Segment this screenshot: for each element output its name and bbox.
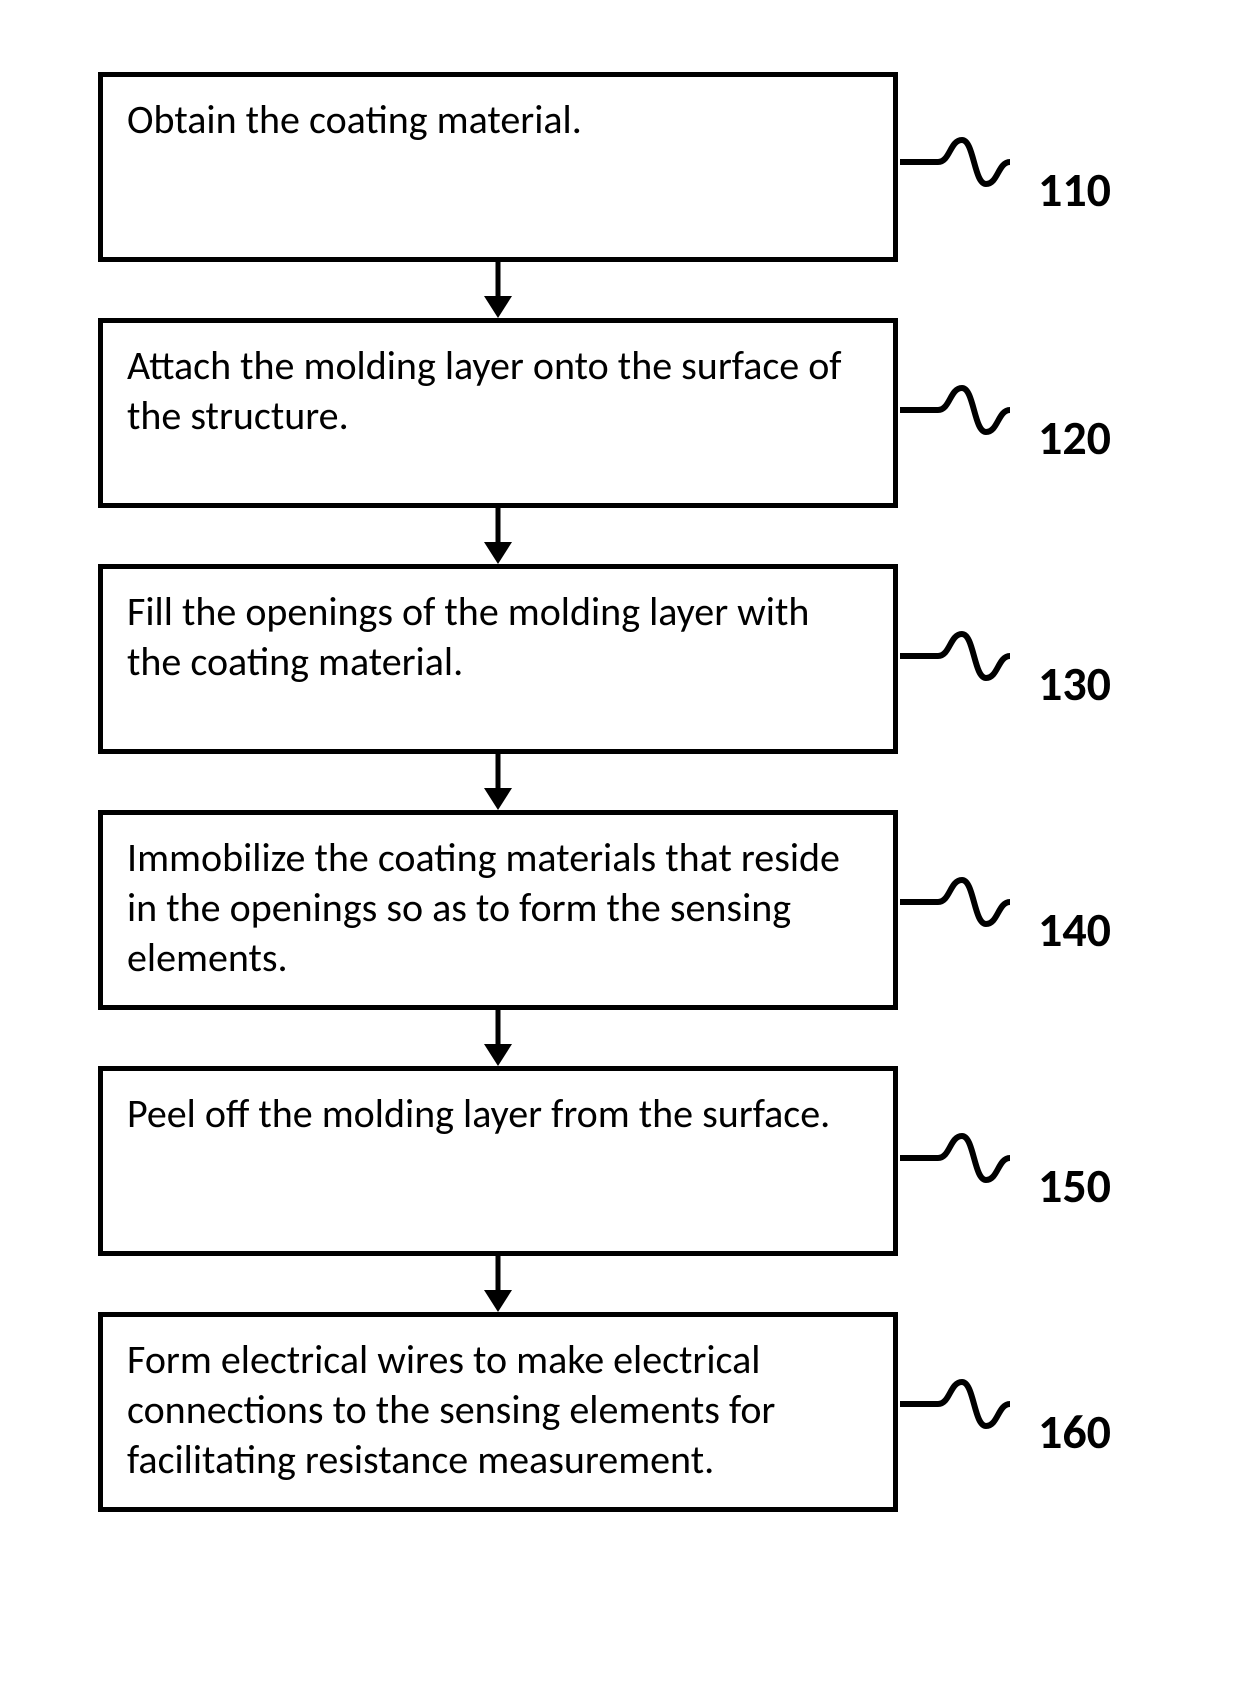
flowchart-step: Attach the molding layer onto the surfac… — [98, 318, 898, 508]
callout-squiggle — [900, 1372, 1010, 1442]
step-text: Obtain the coating material. — [127, 95, 582, 145]
step-text: Immobilize the coating materials that re… — [127, 833, 869, 983]
callout-squiggle — [900, 870, 1010, 940]
flowchart-step: Immobilize the coating materials that re… — [98, 810, 898, 1010]
callout-squiggle — [900, 378, 1010, 448]
flowchart-step: Fill the openings of the molding layer w… — [98, 564, 898, 754]
step-text: Peel off the molding layer from the surf… — [127, 1089, 830, 1139]
flowchart-step: Form electrical wires to make electrical… — [98, 1312, 898, 1512]
flow-arrow — [478, 754, 518, 810]
flowchart-step: Obtain the coating material. — [98, 72, 898, 262]
step-ref-label: 160 — [1038, 1402, 1111, 1461]
callout-squiggle — [900, 130, 1010, 200]
step-ref-label: 120 — [1038, 408, 1111, 467]
flowchart-canvas: Obtain the coating material. 110 Attach … — [0, 0, 1240, 1707]
flow-arrow — [478, 1010, 518, 1066]
callout-squiggle — [900, 1126, 1010, 1196]
step-ref-label: 150 — [1038, 1156, 1111, 1215]
callout-squiggle — [900, 624, 1010, 694]
step-text: Fill the openings of the molding layer w… — [127, 587, 869, 687]
step-text: Attach the molding layer onto the surfac… — [127, 341, 869, 441]
step-text: Form electrical wires to make electrical… — [127, 1335, 869, 1485]
step-ref-label: 110 — [1038, 160, 1111, 219]
flow-arrow — [478, 1256, 518, 1312]
flowchart-step: Peel off the molding layer from the surf… — [98, 1066, 898, 1256]
step-ref-label: 130 — [1038, 654, 1111, 713]
flow-arrow — [478, 262, 518, 318]
step-ref-label: 140 — [1038, 900, 1111, 959]
flow-arrow — [478, 508, 518, 564]
